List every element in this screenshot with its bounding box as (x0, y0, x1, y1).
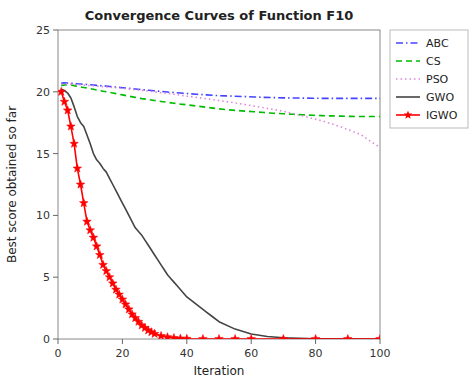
y-tick (53, 91, 58, 92)
series-marker (83, 217, 92, 225)
y-axis: 0 5 10 15 20 25 (36, 24, 58, 346)
y-tick (53, 153, 58, 154)
series-marker (58, 87, 66, 95)
series-marker (79, 199, 88, 207)
series-marker (170, 334, 179, 339)
legend-label: CS (426, 55, 441, 68)
series-line (61, 83, 380, 98)
x-tick-label: 0 (55, 347, 62, 360)
series-line (61, 89, 380, 339)
plot-frame (58, 30, 380, 339)
legend-label: IGWO (426, 109, 458, 122)
y-tick-label: 20 (36, 86, 50, 99)
title: Convergence Curves of Function F10 (85, 8, 354, 23)
x-tick (251, 339, 252, 344)
x-tick-label: 20 (115, 347, 129, 360)
x-axis-label: Iteration (194, 364, 245, 378)
y-tick-label: 0 (43, 333, 50, 346)
x-tick (186, 339, 187, 344)
x-axis: 0 20 40 60 80 100 (55, 339, 391, 360)
series-marker (279, 334, 288, 339)
x-tick-label: 100 (370, 347, 391, 360)
y-tick-label: 10 (36, 209, 50, 222)
series-marker (96, 250, 105, 258)
series-marker (215, 334, 224, 339)
series-marker (344, 334, 353, 339)
series-marker (76, 180, 85, 188)
series-marker (199, 334, 208, 339)
y-tick (53, 339, 58, 340)
legend-swatch (396, 96, 420, 98)
x-tick (122, 339, 123, 344)
y-tick-label: 15 (36, 148, 50, 161)
plot-area (58, 83, 380, 339)
series-marker (70, 139, 79, 147)
x-tick-label: 80 (309, 347, 323, 360)
y-tick (53, 277, 58, 278)
series-marker (163, 333, 172, 339)
legend-label: ABC (426, 37, 449, 50)
legend-label: GWO (426, 91, 454, 104)
y-tick-label: 5 (43, 271, 50, 284)
legend-swatch (396, 60, 420, 62)
legend-marker (404, 111, 413, 119)
series-line (61, 84, 380, 147)
series-marker (311, 334, 320, 339)
y-tick-label: 25 (36, 24, 50, 37)
legend-swatch (396, 78, 420, 80)
series-marker (231, 334, 240, 339)
series-marker (150, 329, 159, 337)
series-marker (67, 122, 76, 130)
x-tick-label: 60 (244, 347, 258, 360)
series-line (61, 92, 380, 339)
legend: ABC CS PSO GWO IGWO (390, 30, 468, 128)
series-marker (183, 334, 192, 339)
series-marker (157, 331, 166, 339)
legend-swatch (396, 42, 420, 44)
y-axis-label: Best score obtained so far (5, 106, 19, 263)
series-marker (60, 97, 69, 105)
x-tick (58, 339, 59, 344)
series-marker (89, 233, 98, 241)
series-marker (92, 242, 101, 250)
x-tick (380, 339, 381, 344)
series-line (61, 85, 380, 117)
series-marker (247, 334, 256, 339)
legend-box (390, 30, 468, 128)
series-marker (73, 164, 82, 172)
y-tick (53, 30, 58, 31)
series-marker (63, 106, 72, 114)
series-marker (376, 334, 380, 339)
chart: 0 20 40 60 80 100 0 5 10 15 20 25 Convergence Curves… (0, 0, 474, 385)
x-tick (315, 339, 316, 344)
x-tick-label: 40 (180, 347, 194, 360)
series-marker (86, 226, 95, 234)
legend-label: PSO (426, 73, 449, 86)
y-tick (53, 215, 58, 216)
